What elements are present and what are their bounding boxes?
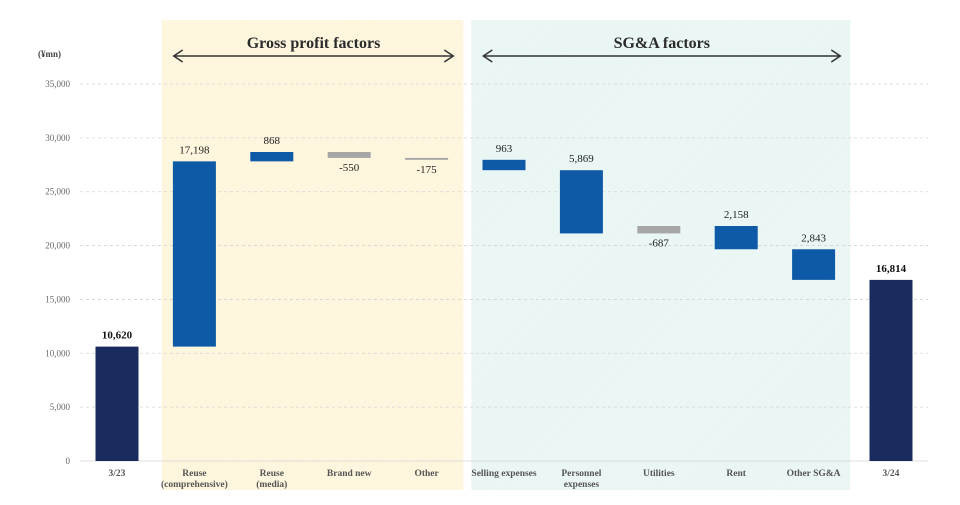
category-label: Other [414, 469, 439, 479]
y-tick-label: 15,000 [45, 294, 70, 304]
value-label: 868 [264, 135, 281, 147]
bar-increase [559, 170, 603, 234]
category-label: Brand new [327, 469, 372, 479]
category-label: Other SG&A [787, 469, 841, 479]
category-label: Utilities [643, 469, 675, 479]
arrow-left-icon [481, 49, 493, 63]
arrow-right-icon [830, 49, 842, 63]
category-label: (media) [256, 479, 287, 490]
bar-increase [172, 161, 216, 347]
y-tick-label: 10,000 [45, 348, 70, 358]
category-label: Selling expenses [471, 469, 536, 479]
value-label: 16,814 [876, 263, 907, 275]
bar-total [95, 346, 139, 461]
bar-decrease [327, 152, 371, 158]
bar-increase [792, 249, 836, 280]
y-tick-label: 30,000 [45, 133, 70, 143]
value-label: 5,869 [569, 153, 594, 165]
y-tick-label: 35,000 [45, 79, 70, 89]
arrow-right-icon [443, 49, 455, 63]
value-label: 2,843 [801, 232, 826, 244]
bar-decrease [637, 226, 681, 234]
bar-increase [482, 159, 526, 171]
bar-decrease [405, 157, 449, 160]
category-label: Reuse [260, 469, 284, 479]
arrow-left-icon [172, 49, 184, 63]
category-label: Personnel [561, 469, 601, 479]
y-tick-label: 0 [66, 456, 71, 466]
y-tick-label: 5,000 [50, 402, 71, 412]
value-label: 963 [496, 143, 513, 155]
value-label: -687 [649, 237, 670, 249]
category-label: 3/23 [109, 469, 126, 479]
value-label: 10,620 [102, 330, 133, 342]
category-label: 3/24 [883, 469, 900, 479]
group-title: Gross profit factors [247, 35, 381, 52]
bar-increase [250, 152, 294, 162]
y-axis-unit: (¥mn) [38, 49, 61, 59]
category-label: expenses [564, 480, 600, 490]
category-label: (comprehensive) [161, 479, 228, 490]
group-band-hatch [471, 20, 851, 490]
bar-total [869, 279, 913, 461]
value-label: 2,158 [724, 209, 749, 221]
y-tick-label: 20,000 [45, 241, 70, 251]
category-label: Reuse [182, 469, 206, 479]
value-label: -550 [339, 162, 360, 174]
y-tick-label: 25,000 [45, 187, 70, 197]
value-label: 17,198 [179, 144, 210, 156]
category-label: Rent [726, 469, 746, 479]
bar-increase [714, 226, 758, 250]
group-title: SG&A factors [614, 35, 710, 52]
value-label: -175 [417, 164, 438, 176]
